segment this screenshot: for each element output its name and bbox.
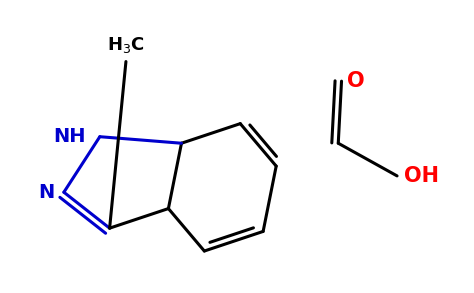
Text: NH: NH	[53, 127, 85, 146]
Text: H$_3$C: H$_3$C	[107, 35, 145, 55]
Text: OH: OH	[403, 166, 438, 186]
Text: O: O	[347, 71, 365, 91]
Text: N: N	[38, 183, 54, 202]
